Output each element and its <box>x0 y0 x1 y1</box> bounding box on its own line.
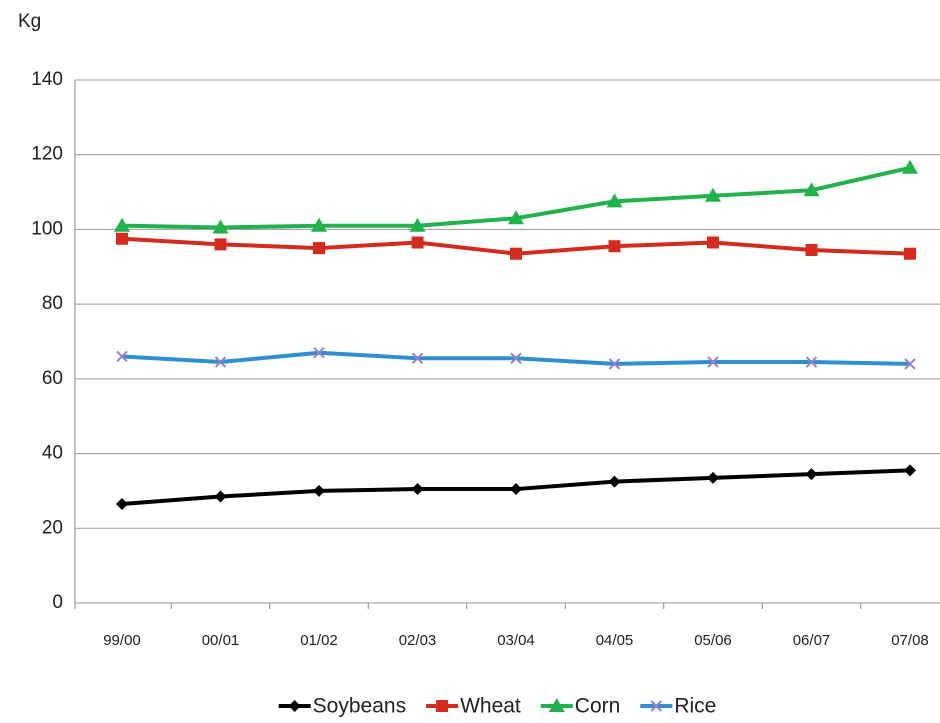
data-point <box>705 187 721 202</box>
data-point <box>608 240 621 253</box>
legend-item: Corn <box>540 695 621 718</box>
data-point <box>805 356 818 368</box>
data-point <box>116 498 128 511</box>
data-point <box>606 193 623 208</box>
x-tick-label: 00/01 <box>202 632 240 649</box>
data-point <box>214 238 227 251</box>
legend-label: Soybeans <box>313 695 406 718</box>
data-point <box>902 159 918 174</box>
data-point <box>510 483 522 496</box>
data-point <box>313 242 325 255</box>
data-point <box>116 232 128 245</box>
legend-item: Wheat <box>426 695 521 718</box>
legend-item: Rice <box>640 695 716 718</box>
data-point <box>214 356 227 368</box>
data-point <box>311 217 327 232</box>
data-point <box>510 352 522 365</box>
legend-marker <box>436 700 449 712</box>
x-tick-label: 07/08 <box>891 632 929 649</box>
data-point <box>805 468 818 481</box>
x-tick-label: 01/02 <box>300 632 338 649</box>
y-tick-label: 40 <box>42 443 63 464</box>
legend-marker <box>288 700 301 712</box>
legend-label: Corn <box>575 695 621 718</box>
data-point <box>707 236 719 249</box>
x-tick-label: 03/04 <box>497 632 535 649</box>
data-point <box>313 484 325 497</box>
legend: Soybeans Wheat Corn Rice <box>278 695 716 718</box>
y-tick-label: 100 <box>31 218 63 239</box>
y-tick-label: 60 <box>42 368 63 389</box>
x-tick-label: 06/07 <box>793 632 831 649</box>
legend-label: Wheat <box>460 695 521 718</box>
y-tick-label: 120 <box>31 144 63 165</box>
data-point <box>904 464 916 477</box>
data-point <box>904 358 916 370</box>
legend-marker <box>650 700 663 712</box>
legend-label: Rice <box>674 695 716 718</box>
y-tick-label: 80 <box>42 293 63 314</box>
data-point <box>707 471 719 484</box>
data-point <box>411 236 424 249</box>
data-point <box>707 356 719 368</box>
data-point <box>411 483 424 496</box>
x-tick-label: 05/06 <box>694 632 732 649</box>
data-point <box>116 350 128 363</box>
data-point <box>608 358 621 370</box>
data-point <box>904 247 916 260</box>
y-tick-label: 140 <box>31 69 63 90</box>
legend-marker <box>548 698 565 712</box>
x-tick-label: 99/00 <box>103 632 141 649</box>
y-axis-label: Kg <box>18 11 41 32</box>
data-point <box>114 217 130 232</box>
legend-item: Soybeans <box>278 695 406 718</box>
x-tick-label: 02/03 <box>399 632 437 649</box>
data-point <box>508 210 524 225</box>
y-tick-label: 0 <box>52 592 63 613</box>
y-tick-label: 20 <box>42 517 63 538</box>
data-point <box>803 182 820 197</box>
data-point <box>411 352 424 365</box>
data-point <box>608 475 621 488</box>
data-point <box>510 247 522 260</box>
data-point <box>214 490 227 503</box>
data-point <box>212 219 229 234</box>
data-point <box>409 217 426 232</box>
x-tick-label: 04/05 <box>596 632 634 649</box>
data-point <box>313 346 325 359</box>
data-point <box>805 243 818 256</box>
